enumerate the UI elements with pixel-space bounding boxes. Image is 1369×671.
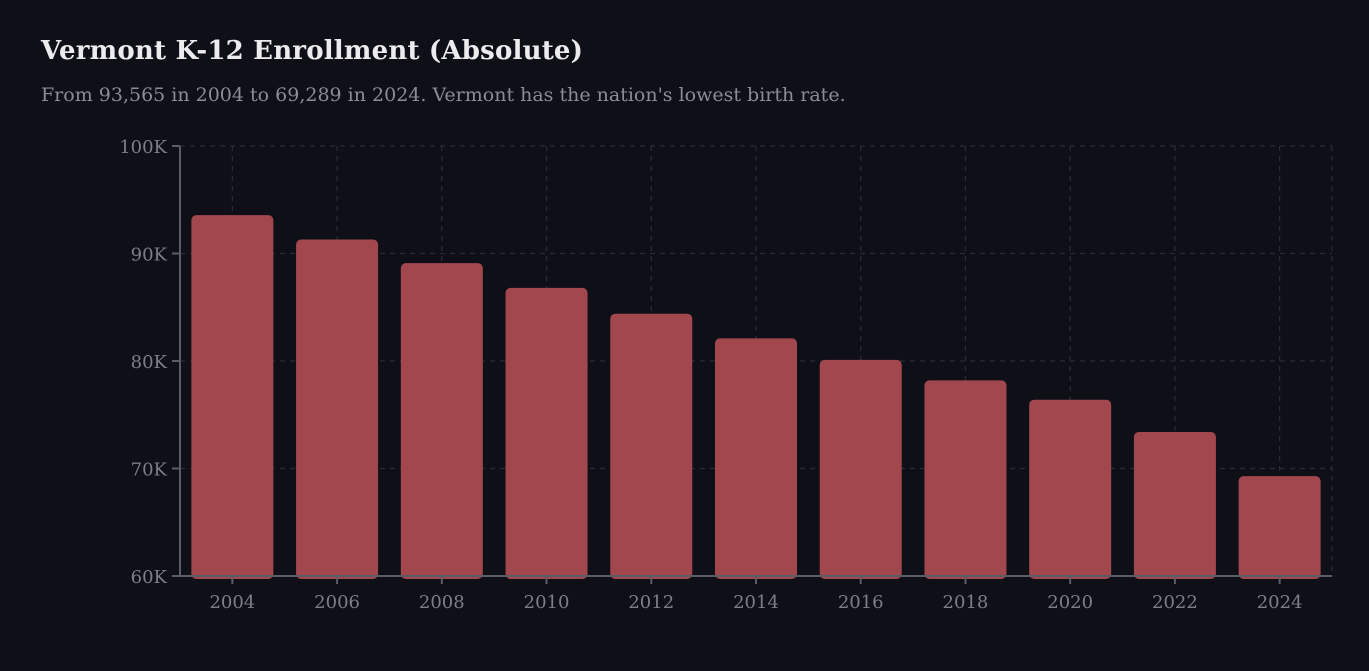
x-tick-label: 2008 — [419, 592, 465, 613]
bar-2024 — [1238, 476, 1321, 579]
x-tick-label: 2024 — [1257, 592, 1303, 613]
x-tick-labels: 2004 2006 2008 2010 2012 2014 2016 2018 2020 2022… — [209, 592, 1302, 613]
chart-title: Vermont K-12 Enrollment (Absolute) — [41, 36, 584, 66]
bar-2018 — [924, 380, 1007, 579]
x-tick-label: 2018 — [943, 592, 989, 613]
x-tick-label: 2014 — [733, 592, 779, 613]
bar-2012 — [610, 313, 693, 579]
bar-2010 — [505, 287, 588, 579]
chart-subtitle: From 93,565 in 2004 to 69,289 in 2024. V… — [41, 84, 846, 106]
x-tick-label: 2010 — [524, 592, 570, 613]
y-tick-labels: 60K 70K 80K 90K 100K — [119, 137, 167, 588]
bar-2008 — [400, 263, 483, 579]
y-tick-label: 90K — [131, 245, 168, 266]
x-tick-label: 2016 — [838, 592, 884, 613]
bars — [191, 215, 1321, 579]
x-tick-label: 2022 — [1152, 592, 1198, 613]
bar-2004 — [191, 215, 274, 579]
x-tick-label: 2020 — [1047, 592, 1093, 613]
bar-2022 — [1133, 431, 1216, 579]
bar-2014 — [715, 338, 797, 579]
bar-2016 — [819, 359, 902, 579]
x-tick-label: 2012 — [628, 592, 674, 613]
bar-2006 — [296, 239, 379, 579]
y-tick-label: 100K — [119, 137, 167, 158]
x-tick-label: 2004 — [209, 592, 255, 613]
axes — [172, 145, 1332, 584]
x-tick-label: 2006 — [314, 592, 360, 613]
y-tick-label: 70K — [131, 460, 168, 481]
y-tick-label: 60K — [131, 567, 168, 588]
y-tick-label: 80K — [131, 352, 168, 373]
bar-2020 — [1029, 399, 1112, 579]
